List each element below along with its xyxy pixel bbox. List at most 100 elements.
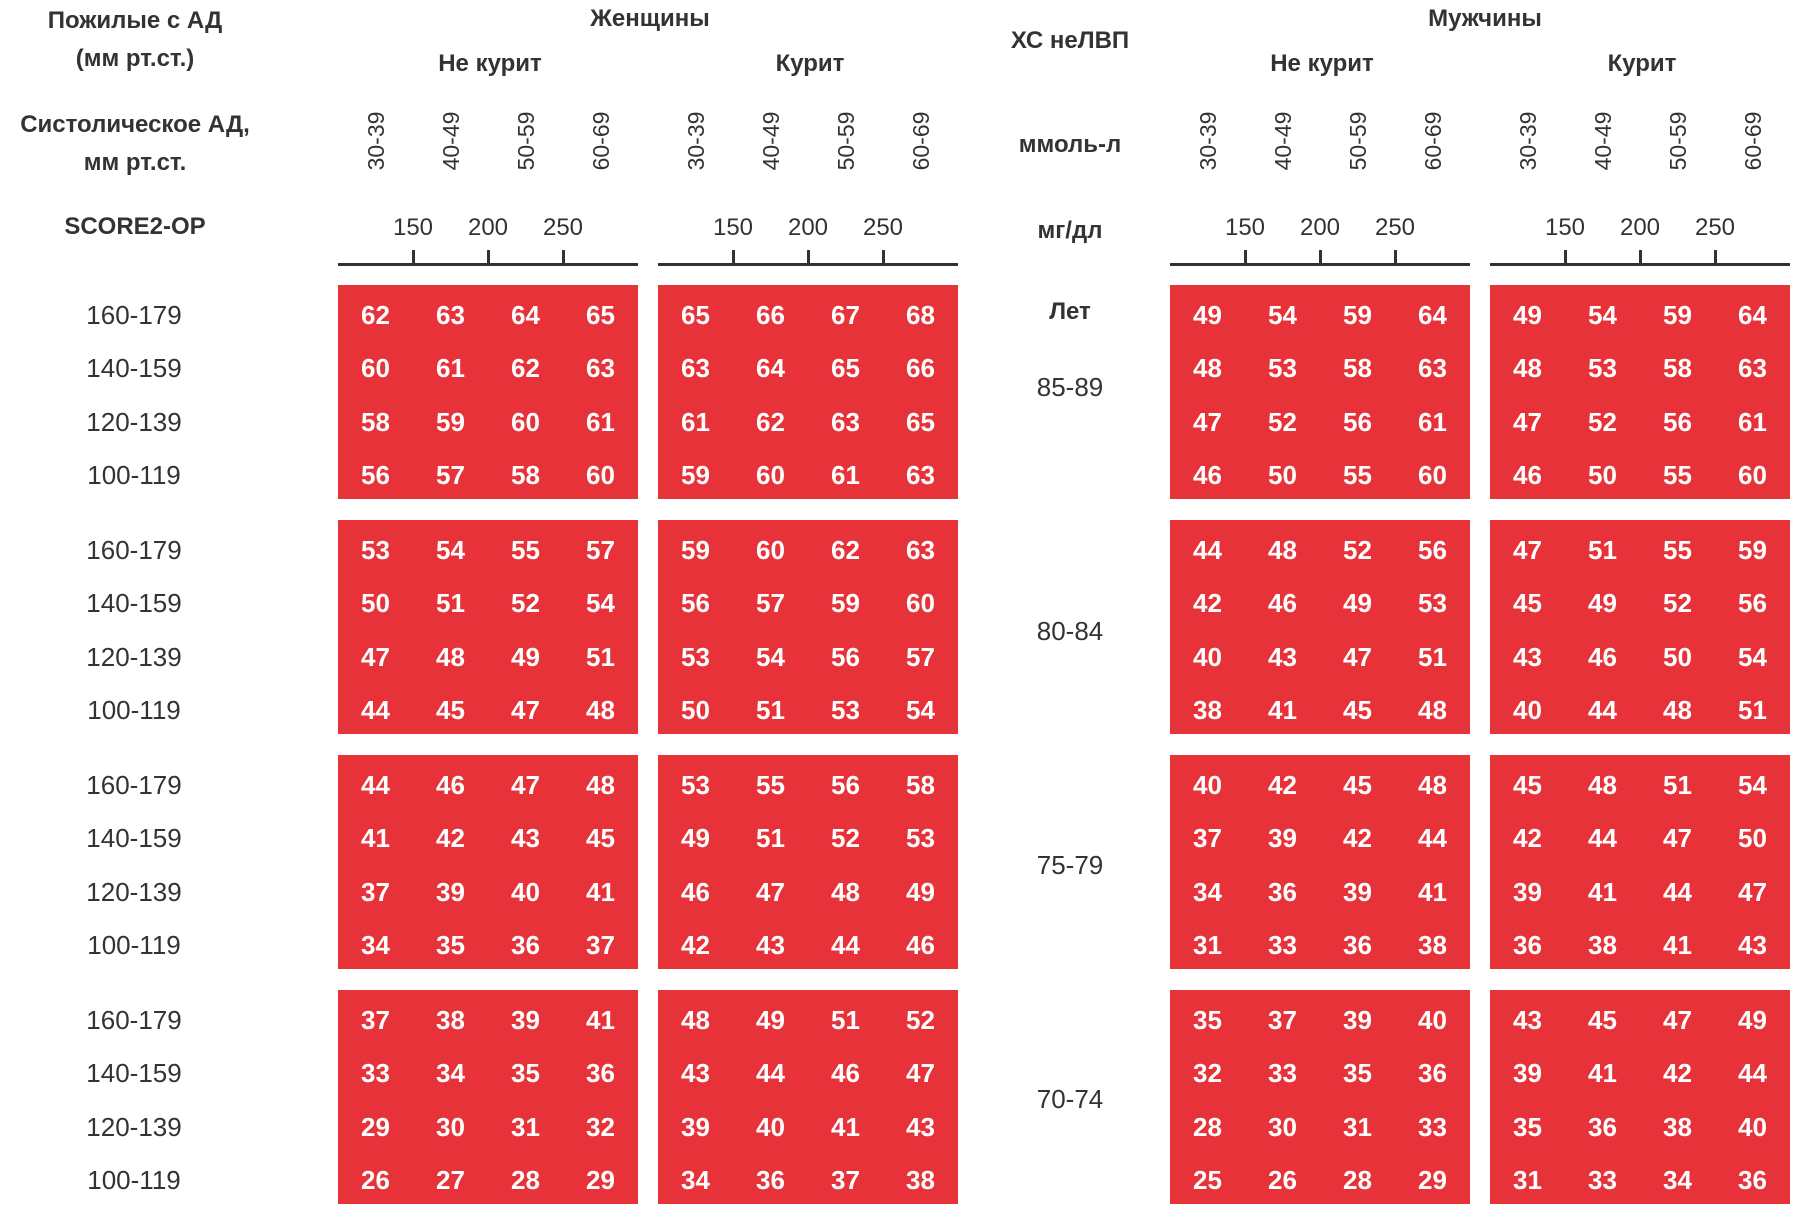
risk-cell-men-smoker-2-3-3: 43 bbox=[1738, 930, 1767, 960]
risk-cell-women-smoker-3-0-1: 49 bbox=[756, 1005, 785, 1035]
risk-cell-women-nonsmoker-1-2-3: 51 bbox=[586, 642, 615, 672]
risk-cell-men-nonsmoker-0-2-0: 47 bbox=[1193, 407, 1222, 437]
risk-cell-men-nonsmoker-1-1-1: 46 bbox=[1268, 588, 1297, 618]
risk-cell-women-smoker-3-2-3: 43 bbox=[906, 1112, 935, 1142]
cholesterol-mmol-label-women-smoker-2: 50-59 bbox=[832, 111, 859, 171]
mgdl-tick-mark-men-nonsmoker-2 bbox=[1394, 250, 1397, 264]
risk-cell-women-smoker-2-1-3: 53 bbox=[906, 823, 935, 853]
risk-cell-men-smoker-0-0-0: 49 bbox=[1513, 300, 1542, 330]
risk-cell-women-smoker-1-3-2: 53 bbox=[831, 695, 860, 725]
cholesterol-mmol-label-women-nonsmoker-1: 40-49 bbox=[437, 111, 464, 171]
risk-cell-men-smoker-3-2-3: 40 bbox=[1738, 1112, 1767, 1142]
risk-cell-women-smoker-1-0-0: 59 bbox=[681, 535, 710, 565]
sbp-row-label-3-1: 140-159 bbox=[86, 1058, 182, 1088]
risk-cell-men-nonsmoker-1-3-0: 38 bbox=[1193, 695, 1222, 725]
risk-cell-women-nonsmoker-0-1-2: 62 bbox=[511, 353, 540, 383]
risk-cell-men-smoker-2-0-3: 54 bbox=[1738, 770, 1767, 800]
cholesterol-mmol-label-men-smoker-1: 40-49 bbox=[1589, 111, 1616, 171]
mgdl-tick-mark-men-nonsmoker-0 bbox=[1244, 250, 1247, 264]
risk-cell-men-nonsmoker-3-2-2: 31 bbox=[1343, 1112, 1372, 1142]
risk-cell-women-nonsmoker-3-2-2: 31 bbox=[511, 1112, 540, 1142]
risk-cell-men-smoker-3-2-2: 38 bbox=[1663, 1112, 1692, 1142]
risk-cell-women-nonsmoker-3-0-1: 38 bbox=[436, 1005, 465, 1035]
risk-cell-women-nonsmoker-2-2-2: 40 bbox=[511, 877, 540, 907]
risk-cell-women-smoker-0-3-0: 59 bbox=[681, 460, 710, 490]
risk-cell-women-smoker-2-3-0: 42 bbox=[681, 930, 710, 960]
risk-cell-women-smoker-3-0-3: 52 bbox=[906, 1005, 935, 1035]
risk-cell-men-smoker-0-3-3: 60 bbox=[1738, 460, 1767, 490]
risk-cell-men-nonsmoker-2-0-2: 45 bbox=[1343, 770, 1372, 800]
risk-cell-men-smoker-3-1-1: 41 bbox=[1588, 1058, 1617, 1088]
risk-cell-men-smoker-1-1-2: 52 bbox=[1663, 588, 1692, 618]
risk-block-women-nonsmoker-0: 62 63 64 65 60 61 62 63 58 59 60 61 56 57 58 60 bbox=[338, 285, 638, 499]
mgdl-tick-label-women-nonsmoker-0: 150 bbox=[392, 214, 434, 241]
risk-cell-women-smoker-3-1-0: 43 bbox=[681, 1058, 710, 1088]
risk-cell-women-nonsmoker-1-0-2: 55 bbox=[511, 535, 540, 565]
risk-cell-men-nonsmoker-1-3-2: 45 bbox=[1343, 695, 1372, 725]
risk-cell-men-smoker-2-0-0: 45 bbox=[1513, 770, 1542, 800]
risk-block-men-nonsmoker-1: 44 48 52 56 42 46 49 53 40 43 47 51 38 41 45 48 bbox=[1170, 520, 1470, 734]
cholesterol-mmol-label-women-smoker-0: 30-39 bbox=[682, 111, 709, 171]
risk-cell-women-nonsmoker-1-1-1: 51 bbox=[436, 588, 465, 618]
risk-cell-men-nonsmoker-2-1-1: 39 bbox=[1268, 823, 1297, 853]
sbp-row-label-2-0: 160-179 bbox=[86, 770, 182, 800]
group-header-women-nonsmoker: Не курит bbox=[438, 50, 542, 77]
mgdl-tick-mark-women-nonsmoker-1 bbox=[487, 250, 490, 264]
age-group-label-3: 70-74 bbox=[1036, 1084, 1104, 1114]
risk-cell-men-nonsmoker-2-2-2: 39 bbox=[1343, 877, 1372, 907]
mgdl-tick-mark-men-smoker-1 bbox=[1639, 250, 1642, 264]
risk-cell-women-nonsmoker-0-2-1: 59 bbox=[436, 407, 465, 437]
risk-cell-women-nonsmoker-2-3-1: 35 bbox=[436, 930, 465, 960]
mgdl-label: мг/дл bbox=[1037, 217, 1103, 244]
risk-cell-men-nonsmoker-2-3-0: 31 bbox=[1193, 930, 1222, 960]
risk-cell-men-nonsmoker-0-2-3: 61 bbox=[1418, 407, 1447, 437]
age-group-label-0: 85-89 bbox=[1036, 372, 1104, 402]
risk-block-women-smoker-2: 53 55 56 58 49 51 52 53 46 47 48 49 42 43 44 46 bbox=[658, 755, 958, 969]
risk-cell-men-smoker-2-2-0: 39 bbox=[1513, 877, 1542, 907]
risk-cell-men-nonsmoker-2-2-0: 34 bbox=[1193, 877, 1222, 907]
risk-cell-women-nonsmoker-1-2-0: 47 bbox=[361, 642, 390, 672]
sex-header-men: Мужчины bbox=[1428, 5, 1542, 32]
risk-cell-men-smoker-2-1-1: 44 bbox=[1588, 823, 1617, 853]
risk-cell-women-nonsmoker-3-1-3: 36 bbox=[586, 1058, 615, 1088]
risk-cell-men-nonsmoker-0-0-1: 54 bbox=[1268, 300, 1297, 330]
risk-cell-women-nonsmoker-0-1-1: 61 bbox=[436, 353, 465, 383]
risk-cell-men-nonsmoker-0-3-1: 50 bbox=[1268, 460, 1297, 490]
risk-cell-women-nonsmoker-2-1-3: 45 bbox=[586, 823, 615, 853]
risk-cell-men-nonsmoker-3-1-1: 33 bbox=[1268, 1058, 1297, 1088]
risk-cell-women-nonsmoker-2-3-3: 37 bbox=[586, 930, 615, 960]
risk-cell-women-smoker-2-0-0: 53 bbox=[681, 770, 710, 800]
risk-cell-women-smoker-3-0-2: 51 bbox=[831, 1005, 860, 1035]
mgdl-tick-label-women-nonsmoker-2: 250 bbox=[542, 214, 584, 241]
sbp-row-label-2-3: 100-119 bbox=[87, 930, 181, 960]
risk-cell-men-smoker-0-0-2: 59 bbox=[1663, 300, 1692, 330]
risk-cell-women-smoker-3-3-3: 38 bbox=[906, 1165, 935, 1195]
risk-cell-men-nonsmoker-2-3-1: 33 bbox=[1268, 930, 1297, 960]
risk-cell-women-nonsmoker-0-3-3: 60 bbox=[586, 460, 615, 490]
risk-cell-men-smoker-3-2-1: 36 bbox=[1588, 1112, 1617, 1142]
sbp-row-label-1-2: 120-139 bbox=[86, 642, 182, 672]
risk-cell-women-smoker-0-3-2: 61 bbox=[831, 460, 860, 490]
risk-block-women-smoker-0: 65 66 67 68 63 64 65 66 61 62 63 65 59 60 61 63 bbox=[658, 285, 958, 499]
mgdl-tick-mark-women-nonsmoker-2 bbox=[562, 250, 565, 264]
risk-cell-men-smoker-1-3-1: 44 bbox=[1588, 695, 1617, 725]
mgdl-axis-line-men-nonsmoker bbox=[1170, 263, 1470, 266]
risk-cell-men-nonsmoker-0-1-0: 48 bbox=[1193, 353, 1222, 383]
risk-cell-women-smoker-0-3-3: 63 bbox=[906, 460, 935, 490]
risk-cell-men-nonsmoker-3-2-3: 33 bbox=[1418, 1112, 1447, 1142]
mgdl-tick-mark-women-nonsmoker-0 bbox=[412, 250, 415, 264]
risk-cell-women-smoker-0-1-3: 66 bbox=[906, 353, 935, 383]
risk-cell-men-smoker-0-1-1: 53 bbox=[1588, 353, 1617, 383]
risk-cell-women-nonsmoker-1-1-2: 52 bbox=[511, 588, 540, 618]
cholesterol-mmol-label-men-nonsmoker-0: 30-39 bbox=[1194, 111, 1221, 171]
risk-cell-women-smoker-2-2-2: 48 bbox=[831, 877, 860, 907]
risk-cell-women-smoker-2-2-3: 49 bbox=[906, 877, 935, 907]
risk-cell-women-smoker-1-0-2: 62 bbox=[831, 535, 860, 565]
risk-cell-women-nonsmoker-2-0-3: 48 bbox=[586, 770, 615, 800]
sbp-row-label-3-2: 120-139 bbox=[86, 1112, 182, 1142]
risk-cell-women-nonsmoker-3-0-0: 37 bbox=[361, 1005, 390, 1035]
risk-cell-men-smoker-3-0-0: 43 bbox=[1513, 1005, 1542, 1035]
risk-cell-men-nonsmoker-3-0-3: 40 bbox=[1418, 1005, 1447, 1035]
risk-cell-women-nonsmoker-1-2-2: 49 bbox=[511, 642, 540, 672]
sbp-row-label-0-2: 120-139 bbox=[86, 407, 182, 437]
